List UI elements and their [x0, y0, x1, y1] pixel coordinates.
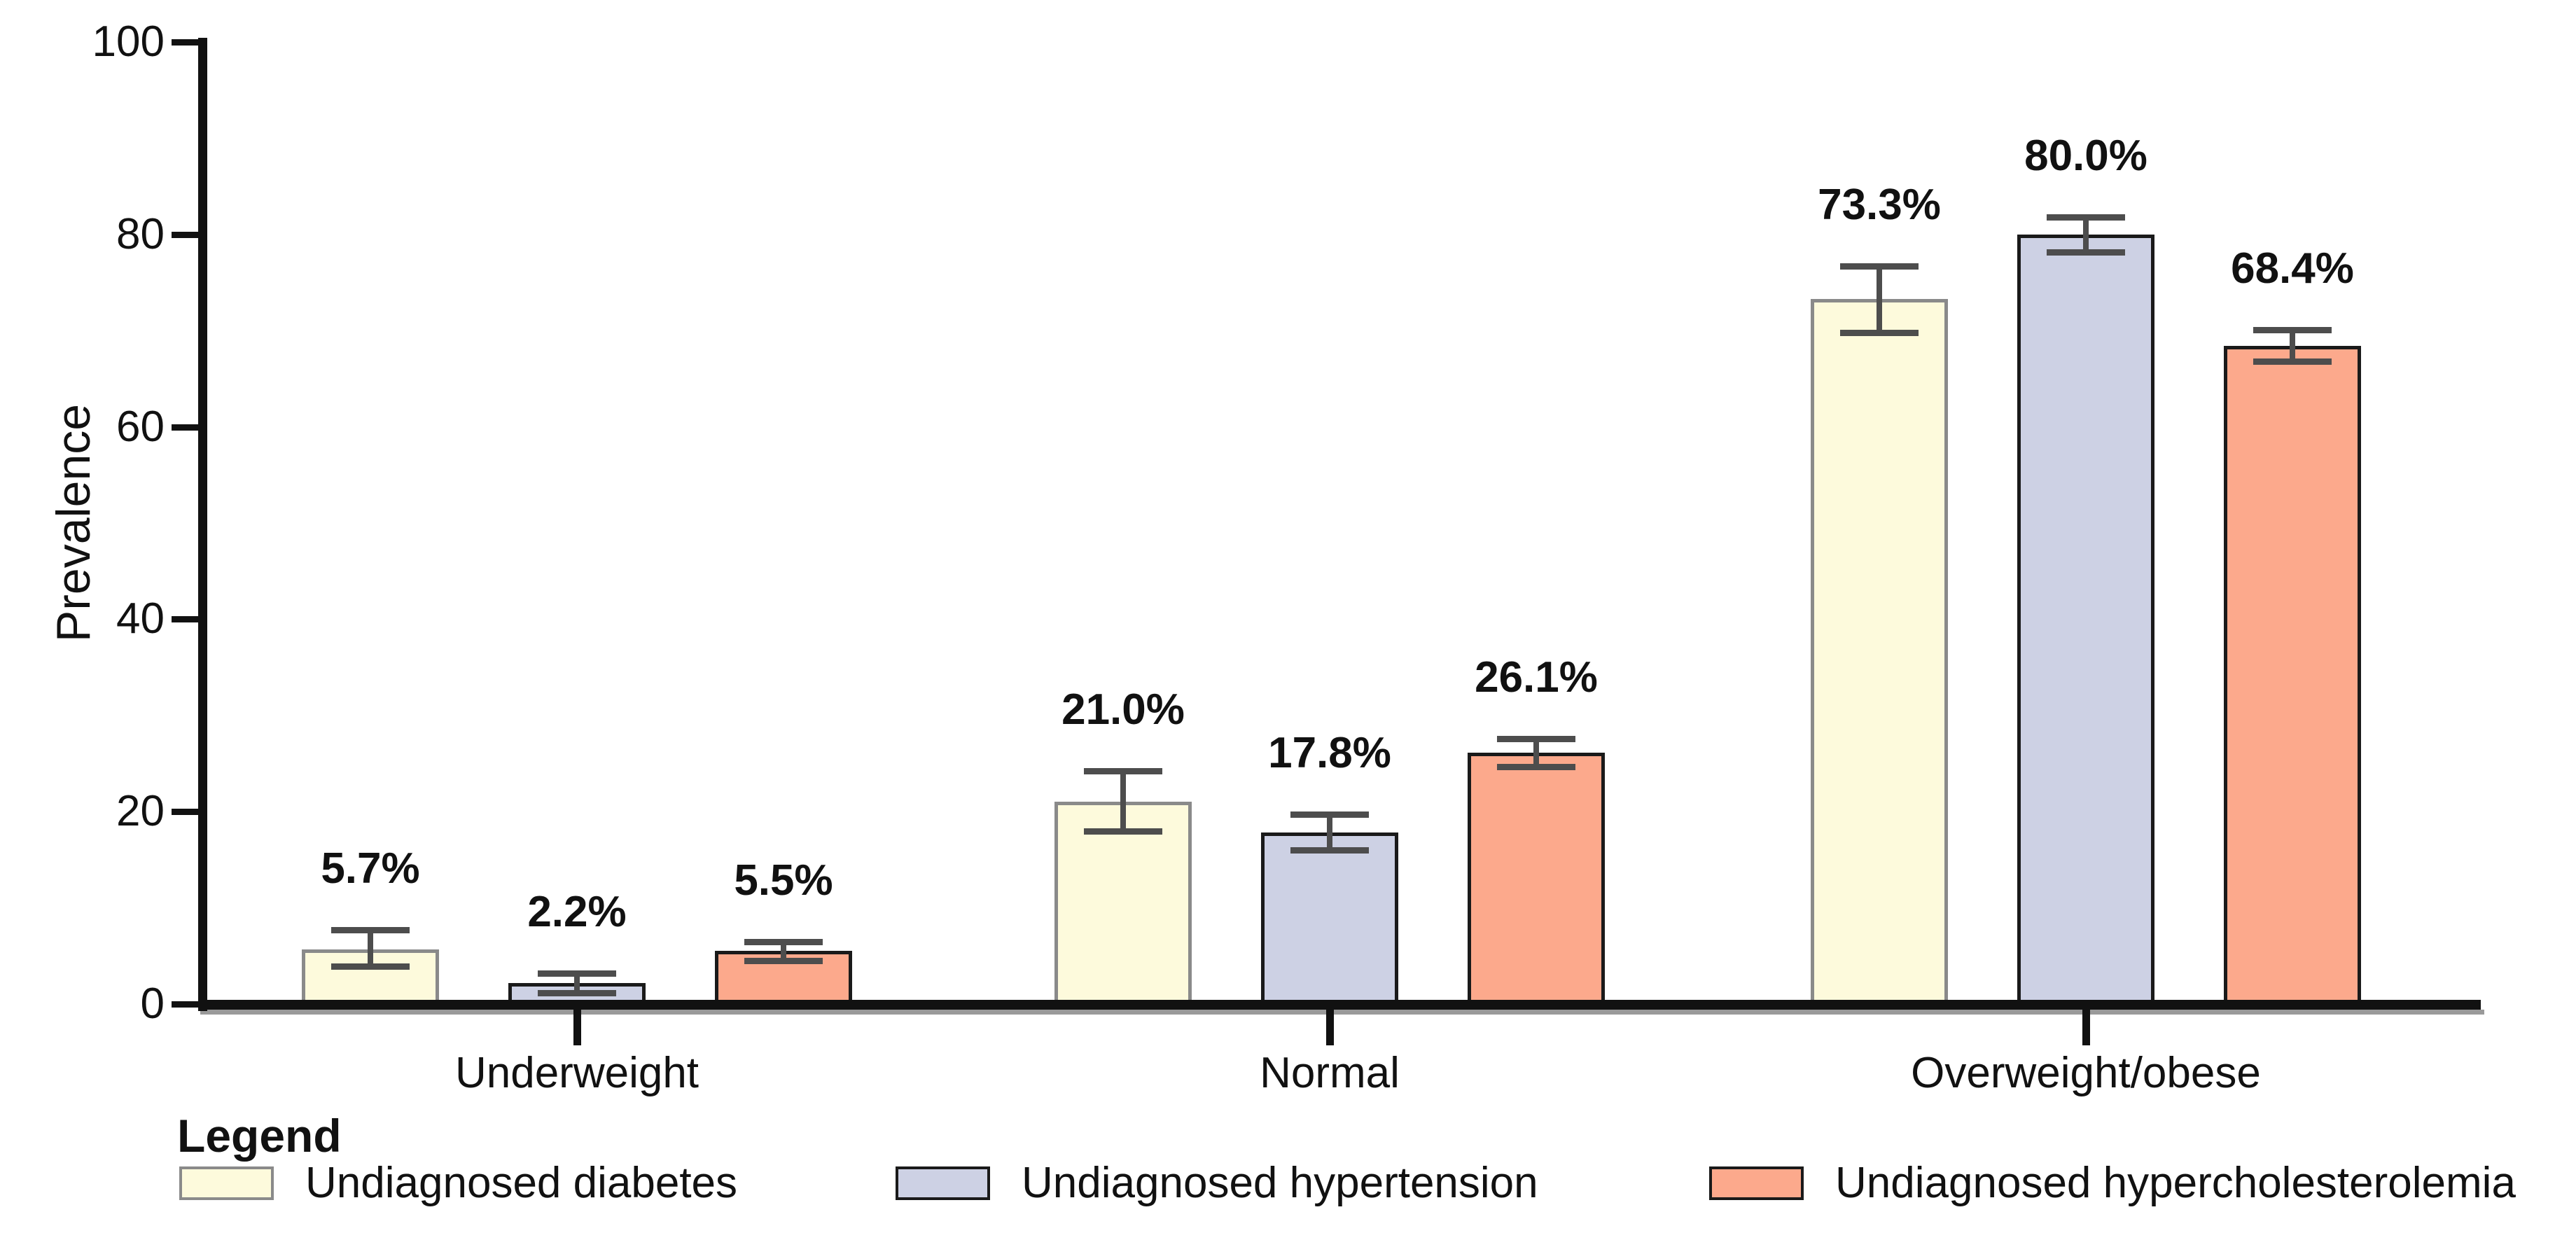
legend-label: Undiagnosed hypercholesterolemia: [1835, 1159, 2516, 1207]
y-tick-label: 0: [140, 980, 165, 1028]
error-bar-stem: [1533, 738, 1539, 767]
error-bar-cap-upper: [1840, 263, 1919, 270]
value-label: 73.3%: [1818, 181, 1941, 230]
bar-undiagnosed-hypercholesterolemia: [1468, 753, 1605, 1010]
bar-undiagnosed-hypertension: [2017, 234, 2154, 1010]
error-bar-cap-upper: [331, 927, 410, 934]
error-bar-cap-upper: [1290, 811, 1369, 818]
error-bar-stem: [368, 930, 373, 967]
y-tick: [172, 424, 200, 431]
error-bar-stem: [2290, 329, 2295, 362]
error-bar-cap-lower: [2047, 249, 2125, 256]
y-tick: [172, 616, 200, 623]
value-label: 5.7%: [321, 844, 420, 893]
bar-undiagnosed-diabetes: [1811, 298, 1948, 1010]
y-tick-label: 100: [92, 18, 165, 66]
y-tick-label: 80: [116, 209, 165, 258]
bar-undiagnosed-hypercholesterolemia: [2224, 346, 2361, 1010]
value-label: 17.8%: [1268, 729, 1391, 778]
legend-item: Undiagnosed hypercholesterolemia: [1709, 1159, 2516, 1207]
error-bar-stem: [1327, 814, 1332, 851]
error-bar-stem: [781, 941, 786, 961]
category-label: Overweight/obese: [1911, 1049, 2261, 1097]
value-label: 68.4%: [2231, 244, 2354, 293]
error-bar-cap-lower: [2253, 358, 2332, 365]
error-bar-stem: [1877, 266, 1882, 333]
legend-swatch: [179, 1166, 274, 1200]
error-bar-cap-lower: [1290, 847, 1369, 854]
error-bar-cap-upper: [744, 938, 823, 945]
error-bar-cap-lower: [331, 963, 410, 970]
category-label: Underweight: [454, 1049, 699, 1097]
x-axis-line: [198, 1000, 2481, 1010]
error-bar-cap-lower: [1497, 763, 1575, 770]
value-label: 2.2%: [527, 888, 627, 937]
error-bar-cap-lower: [538, 989, 616, 996]
value-label: 80.0%: [2024, 132, 2147, 181]
y-tick: [172, 1001, 200, 1008]
error-bar-cap-upper: [538, 970, 616, 977]
y-tick: [172, 231, 200, 238]
bar-undiagnosed-diabetes: [1054, 802, 1192, 1010]
legend-title: Legend: [177, 1110, 342, 1162]
y-axis-line: [198, 38, 207, 1011]
legend-item: Undiagnosed hypertension: [896, 1159, 1538, 1207]
value-label: 21.0%: [1061, 685, 1185, 734]
error-bar-cap-upper: [2047, 214, 2125, 221]
error-bar-cap-lower: [744, 958, 823, 965]
error-bar-cap-upper: [2253, 326, 2332, 333]
x-tick: [1326, 1009, 1334, 1045]
error-bar-cap-upper: [1497, 735, 1575, 742]
value-label: 26.1%: [1475, 653, 1598, 702]
error-bar-cap-lower: [1840, 329, 1919, 336]
y-tick: [172, 809, 200, 816]
category-label: Normal: [1260, 1049, 1400, 1097]
error-bar-stem: [1120, 771, 1126, 831]
error-bar-stem: [574, 973, 580, 993]
bar-undiagnosed-hypertension: [1261, 833, 1398, 1010]
x-tick: [573, 1009, 581, 1045]
legend-label: Undiagnosed hypertension: [1022, 1159, 1538, 1207]
x-axis-shadow: [200, 1010, 2484, 1015]
error-bar-stem: [2083, 217, 2089, 252]
y-tick-label: 20: [116, 787, 165, 836]
legend-swatch: [896, 1166, 990, 1200]
y-tick-label: 40: [116, 594, 165, 643]
value-label: 5.5%: [734, 856, 833, 905]
y-tick-label: 60: [116, 402, 165, 451]
error-bar-cap-lower: [1084, 828, 1162, 835]
legend-label: Undiagnosed diabetes: [305, 1159, 738, 1207]
error-bar-cap-upper: [1084, 768, 1162, 775]
legend-swatch: [1709, 1166, 1804, 1200]
legend-item: Undiagnosed diabetes: [179, 1159, 738, 1207]
y-tick: [172, 39, 200, 46]
x-tick: [2082, 1009, 2090, 1045]
